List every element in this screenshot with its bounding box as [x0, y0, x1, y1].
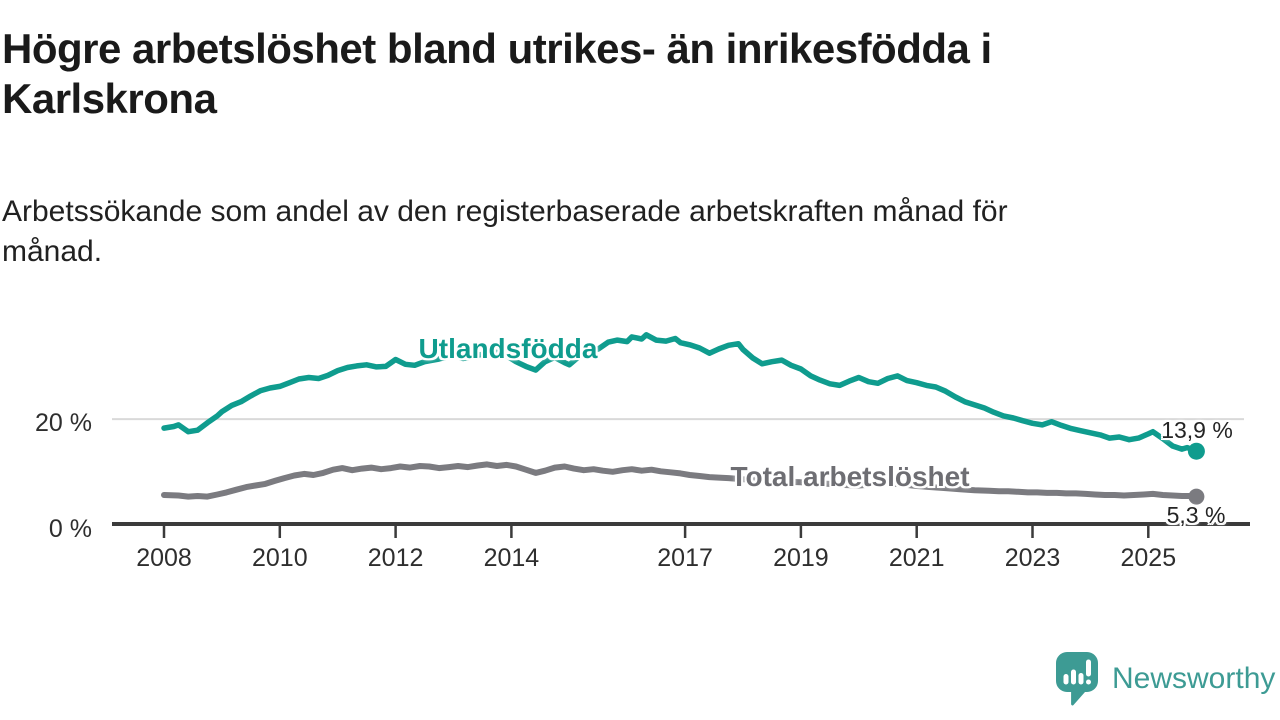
x-axis-label-2025: 2025 [1120, 544, 1177, 572]
series-label-utlandsfodda: Utlandsfödda [418, 333, 598, 364]
page-title: Högre arbetslöshet bland utrikes- än inr… [2, 25, 992, 122]
brand-name: Newsworthy [1112, 662, 1276, 695]
y-axis-label-20: 20 % [35, 409, 92, 438]
x-axis-label-2017: 2017 [657, 544, 713, 572]
value-label-utlandsfodda: 13,9 % [1161, 417, 1233, 443]
x-axis-label-2014: 2014 [483, 544, 540, 572]
x-axis-label-2008: 2008 [136, 544, 192, 572]
x-axis-label-2010: 2010 [251, 544, 308, 572]
x-axis-label-2012: 2012 [367, 544, 424, 572]
newsworthy-logo: Newsworthy [1056, 652, 1275, 706]
x-axis-label-2021: 2021 [888, 544, 945, 572]
y-axis-label-0: 0 % [48, 514, 92, 543]
page-subtitle: Arbetssökande som andel av den registerb… [2, 195, 1008, 268]
x-axis-label-2023: 2023 [1004, 544, 1061, 572]
logo-bubble-icon [1056, 652, 1098, 706]
value-label-total-arbetsloshet: 5,3 % [1166, 502, 1226, 528]
x-axis-label-2019: 2019 [773, 544, 829, 572]
series-label-total-arbetsloshet: Total arbetslöshet [730, 461, 970, 492]
